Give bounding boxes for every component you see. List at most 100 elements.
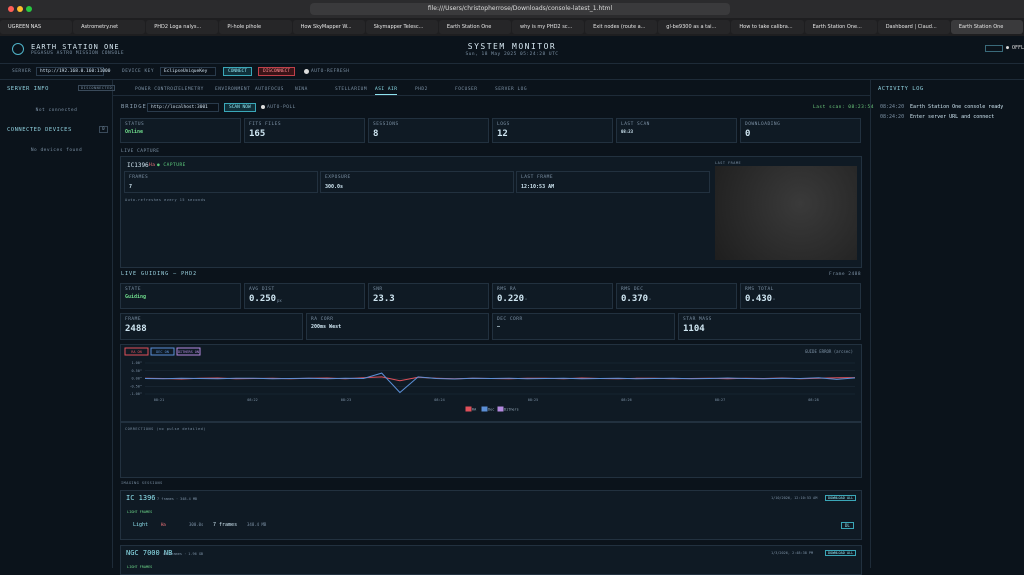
nav: POWER CONTROL TELEMETRY ENVIRONMENT AUTOFOC… [113, 86, 870, 96]
stat-value: 0.430 [745, 294, 773, 304]
nav-tab[interactable]: STELLARIUM [335, 87, 368, 92]
nav-tab[interactable]: POWER CONTROL [135, 87, 177, 92]
toggle-label: DITHERS ON [178, 350, 199, 354]
stat-label: DEC CORR [497, 317, 523, 322]
maximize[interactable] [26, 6, 32, 12]
toggle[interactable] [150, 347, 175, 356]
stat-value: 165 [249, 129, 266, 139]
stat-label: LAST FRAME [521, 175, 554, 180]
browser-tab[interactable]: Earth Station One [950, 20, 1023, 34]
toggle[interactable] [124, 347, 149, 356]
stat-box: RMS TOTAL 0.430 " [740, 283, 861, 309]
log-text: Enter server URL and connect [910, 114, 995, 120]
row-cell[interactable]: DL [841, 522, 854, 529]
tab-title: UGREEN NAS [8, 24, 41, 30]
browser-tab[interactable]: gl-be9300 as a tai... [658, 20, 731, 34]
connect[interactable]: CONNECT [223, 67, 252, 76]
stat-value: 08:23 [621, 129, 634, 134]
label: LAST FRAME [715, 161, 742, 165]
tab-title: gl-be9300 as a tai... [666, 24, 717, 30]
nav-tab[interactable]: ASI AIR [375, 87, 398, 95]
download-all[interactable]: DOWNLOAD ALL [825, 550, 857, 556]
nav-tab[interactable]: FOCUSER [455, 87, 478, 92]
minimize[interactable] [17, 6, 23, 12]
stat-box: FRAME 2488 [120, 313, 303, 340]
browser-tab[interactable]: why is my PHD2 sc... [512, 20, 585, 34]
stat-unit: px [277, 298, 282, 303]
heading: CONNECTED DEVICES [7, 127, 72, 133]
stat-value: 2488 [125, 324, 147, 334]
nav-tab[interactable]: ENVIRONMENT [215, 87, 251, 92]
download-all[interactable]: DOWNLOAD ALL [825, 495, 857, 501]
nav-tab[interactable]: AUTOFOCUS [255, 87, 284, 92]
small-button[interactable] [985, 45, 1003, 52]
stat-label: AVG DIST [249, 287, 275, 292]
browser-tab[interactable]: PHD2 Loga nalys... [146, 20, 219, 34]
bridge-input[interactable]: http://localhost:3001 [147, 103, 219, 112]
legend-label: Dec [488, 408, 494, 412]
legend-label: Dithers [504, 408, 519, 412]
toggle-label: RA ON [131, 350, 142, 354]
stat-label: STAR MASS [683, 317, 712, 322]
browser-tab[interactable]: UGREEN NAS [0, 20, 73, 34]
label: SERVER [12, 69, 32, 74]
checkbox[interactable] [304, 69, 309, 74]
stat-box: SESSIONS 8 [368, 118, 489, 143]
close[interactable] [8, 6, 14, 12]
browser-tab[interactable]: Astrometry.net [73, 20, 146, 34]
stat-value: 8 [373, 129, 379, 139]
label: DEVICE KEY [122, 69, 155, 74]
session: IC 1396 7 frames · 348.4 MB 1/10/2026, 12:… [120, 490, 862, 540]
browser-tab[interactable]: How SkyMapper W... [292, 20, 365, 34]
tab-title: Earth Station One [446, 24, 492, 30]
nav-tab[interactable]: NINA [295, 87, 308, 92]
stat-label: FRAME [125, 317, 142, 322]
label: CORRECTIONS (no pulse detailed) [125, 427, 206, 431]
capture-panel: IC1396 Ha ● CAPTURE FRAMES 7 EXPOSURE 300.0… [120, 156, 862, 268]
browser-tab[interactable]: Exit nodes (route a... [585, 20, 658, 34]
browser-tab[interactable]: Dashboard | Claud... [877, 20, 950, 34]
browser-tab[interactable]: How to take calibra... [731, 20, 804, 34]
stat-label: FITS FILES [249, 122, 282, 127]
stat-box: RMS DEC 0.370 " [616, 283, 737, 309]
stat-box: DEC CORR — [492, 313, 675, 340]
browser-tab[interactable]: Skymapper Telesc... [365, 20, 438, 34]
row-cell: Ha [161, 522, 166, 527]
browser-toolbar: file:///Users/christopherrose/Downloads/… [0, 0, 1024, 18]
disconnect[interactable]: DISCONNECT [258, 67, 296, 76]
legend-swatch [481, 406, 488, 412]
app-header: EARTH STATION ONE PEGASUS ASTRO MISSION … [0, 36, 1024, 64]
stat-value: — [497, 324, 501, 330]
nav-tab[interactable]: PHD2 [415, 87, 428, 92]
logo [12, 43, 24, 55]
chart-title: GUIDE ERROR (arcsec) [805, 349, 853, 354]
nav-tab[interactable]: SERVER LOG [495, 87, 528, 92]
server-input[interactable]: http://192.168.0.160:11000 [36, 67, 110, 76]
url-bar[interactable]: file:///Users/christopherrose/Downloads/… [310, 3, 730, 15]
text: No devices found [30, 148, 83, 153]
browser-tab[interactable]: Pi-hole pihole [219, 20, 292, 34]
stat-label: LOGS [497, 122, 510, 127]
key-input[interactable]: EclipseUniqueKey [160, 67, 216, 76]
toggle[interactable] [176, 347, 201, 356]
stat-value: Online [125, 129, 144, 135]
app-subtitle: PEGASUS ASTRO MISSION CONSOLE [31, 51, 125, 56]
session-name: NGC 7000 NB [126, 549, 173, 557]
nav-tab[interactable]: TELEMETRY [175, 87, 204, 92]
stat-label: RMS TOTAL [745, 287, 774, 292]
checkbox[interactable] [261, 105, 265, 109]
stat-box: RA CORR 200ms West [306, 313, 489, 340]
tab-title: How SkyMapper W... [300, 24, 352, 30]
browser-tab[interactable]: Earth Station One... [804, 20, 877, 34]
scan[interactable]: SCAN NOW [224, 103, 256, 112]
stat-value: 0.220 [497, 294, 525, 304]
browser-tab[interactable]: Earth Station One [438, 20, 511, 34]
session-date: 1/3/2026, 2:48:38 PM [771, 551, 814, 555]
y-tick-label: 1.00" [131, 361, 142, 365]
stat-label: SNR [373, 287, 383, 292]
heading: ACTIVITY LOG [878, 86, 924, 92]
x-tick-label: 08:25 [528, 398, 539, 402]
series-line [144, 372, 856, 394]
activity-panel: ACTIVITY LOG 08:24:20 Earth Station One c… [870, 80, 1024, 568]
text: Not connected [35, 108, 78, 113]
